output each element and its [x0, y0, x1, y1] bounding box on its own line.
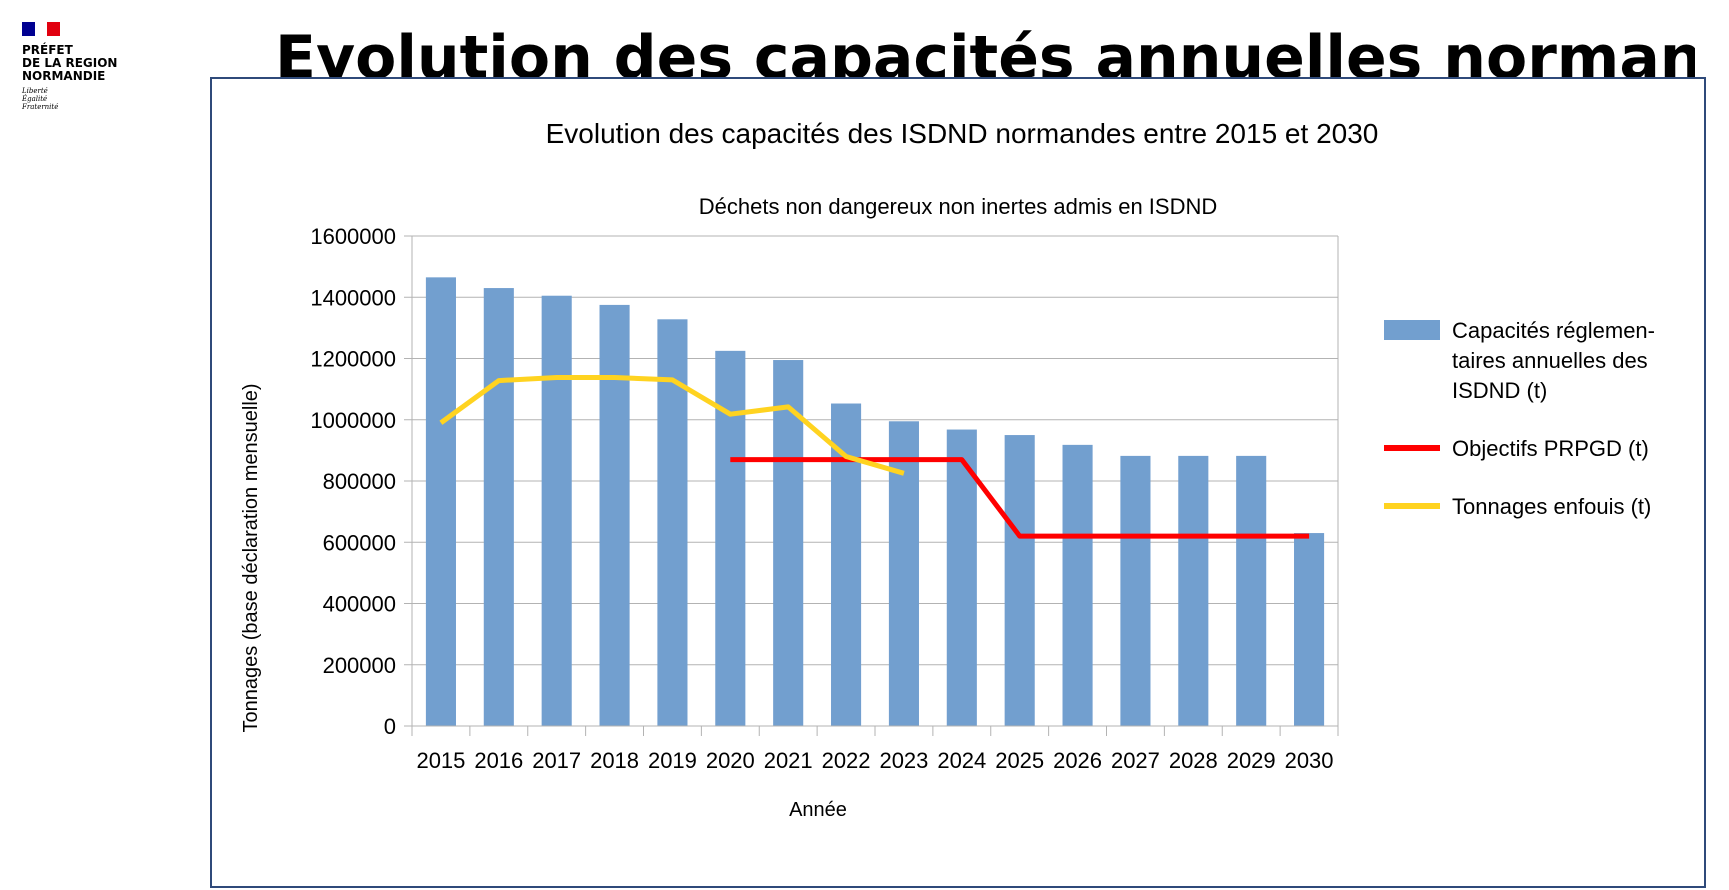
x-tick-label: 2017: [532, 748, 581, 773]
prefet-logo: PRÉFET DE LA REGION NORMANDIE Liberté Ég…: [22, 22, 142, 111]
bar-series: [425, 277, 1325, 726]
bar: [1004, 435, 1035, 726]
slide-title: Evolution des capacités annuelles norman…: [275, 23, 1695, 78]
motto-line: Liberté: [22, 87, 48, 95]
legend-label: Objectifs PRPGD (t): [1452, 436, 1649, 461]
legend-label: taires annuelles des: [1452, 348, 1648, 373]
x-tick-label: 2020: [706, 748, 755, 773]
axes: [404, 235, 1339, 736]
x-tick-label: 2021: [764, 748, 813, 773]
x-tick-label: 2022: [822, 748, 871, 773]
legend-label: Tonnages enfouis (t): [1452, 494, 1651, 519]
prefet-line: NORMANDIE: [22, 69, 106, 83]
bar: [1236, 455, 1267, 726]
x-axis-label: Année: [789, 799, 847, 821]
bar: [831, 403, 862, 726]
legend-label: ISDND (t): [1452, 378, 1547, 403]
prefet-line: DE LA REGION: [22, 56, 118, 70]
bar: [1120, 455, 1151, 726]
bar: [425, 277, 456, 726]
series-line: [730, 457, 1310, 539]
x-tick-labels: 2015 2016 2017 2018 2019 2020 2021 2022 2023 2024…: [416, 748, 1333, 773]
x-tick-label: 2029: [1227, 748, 1276, 773]
y-tick-label: 400000: [323, 592, 396, 617]
x-tick-label: 2016: [474, 748, 523, 773]
y-tick-label: 600000: [323, 530, 396, 555]
bar: [1062, 444, 1093, 726]
prefet-line: PRÉFET: [22, 43, 73, 57]
y-tick-label: 1400000: [310, 285, 396, 310]
x-tick-label: 2026: [1053, 748, 1102, 773]
x-tick-label: 2027: [1111, 748, 1160, 773]
x-tick-label: 2015: [416, 748, 465, 773]
x-tick-label: 2025: [995, 748, 1044, 773]
legend-swatch: [1384, 320, 1440, 340]
y-axis-label: Tonnages (base déclaration mensuelle): [240, 383, 262, 732]
y-tick-label: 1200000: [310, 347, 396, 372]
x-tick-label: 2023: [879, 748, 928, 773]
republic-motto: Liberté Égalité Fraternité: [22, 87, 142, 111]
y-tick-label: 200000: [323, 653, 396, 678]
bar: [1178, 455, 1209, 726]
y-tick-label: 1600000: [310, 224, 396, 249]
legend: Capacités réglemen-taires annuelles des I…: [1384, 318, 1655, 519]
motto-line: Égalité: [22, 95, 48, 103]
y-tick-label: 800000: [323, 469, 396, 494]
x-tick-label: 2019: [648, 748, 697, 773]
bar: [599, 304, 630, 726]
french-flag-icon: [22, 22, 61, 36]
legend-label: Capacités réglemen-: [1452, 318, 1655, 343]
y-tick-labels: 0 200000 400000 600000 800000 1000000 1200000 1…: [310, 224, 396, 739]
line-series: [439, 375, 1310, 539]
x-tick-label: 2030: [1285, 748, 1334, 773]
bar: [541, 295, 572, 726]
x-tick-label: 2024: [937, 748, 986, 773]
bar: [1294, 533, 1325, 726]
y-tick-label: 1000000: [310, 408, 396, 433]
prefet-text: PRÉFET DE LA REGION NORMANDIE: [22, 44, 142, 83]
x-tick-label: 2028: [1169, 748, 1218, 773]
y-tick-label: 0: [384, 714, 396, 739]
bar: [483, 288, 514, 726]
chart-title: Evolution des capacités des ISDND norman…: [546, 118, 1379, 149]
series-line: [439, 375, 905, 476]
bar: [946, 429, 977, 726]
chart-subtitle: Déchets non dangereux non inertes admis …: [699, 194, 1218, 219]
bar: [888, 421, 919, 726]
bar: [773, 360, 804, 726]
motto-line: Fraternité: [22, 103, 59, 111]
x-tick-label: 2018: [590, 748, 639, 773]
